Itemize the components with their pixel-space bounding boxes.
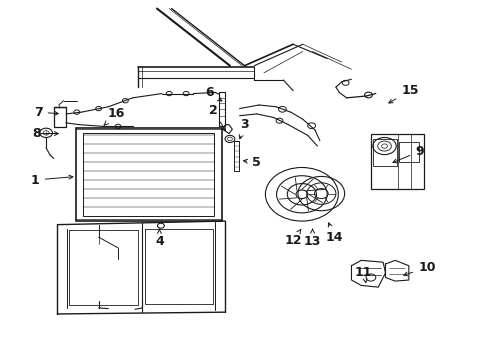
Bar [372, 139, 396, 166]
Text: 15: 15 [388, 84, 418, 103]
Bar [219, 93, 224, 126]
Text: 2: 2 [208, 104, 225, 130]
Text: 11: 11 [354, 266, 372, 283]
Text: 3: 3 [239, 118, 248, 139]
Text: 10: 10 [403, 261, 435, 276]
Text: 9: 9 [392, 145, 423, 163]
Text: 14: 14 [325, 223, 343, 244]
Text: 1: 1 [31, 174, 73, 186]
Text: 12: 12 [284, 229, 301, 247]
Bar [370, 134, 424, 189]
Bar [398, 143, 418, 162]
Bar [76, 128, 221, 221]
Text: 4: 4 [155, 229, 163, 248]
Bar [83, 133, 214, 216]
Bar [233, 141, 238, 171]
Text: 13: 13 [303, 229, 321, 248]
Text: 5: 5 [243, 156, 261, 168]
Bar [54, 107, 66, 127]
Text: 7: 7 [34, 105, 58, 119]
Text: 6: 6 [205, 86, 222, 101]
Text: 8: 8 [32, 127, 58, 140]
Text: 16: 16 [104, 107, 125, 125]
